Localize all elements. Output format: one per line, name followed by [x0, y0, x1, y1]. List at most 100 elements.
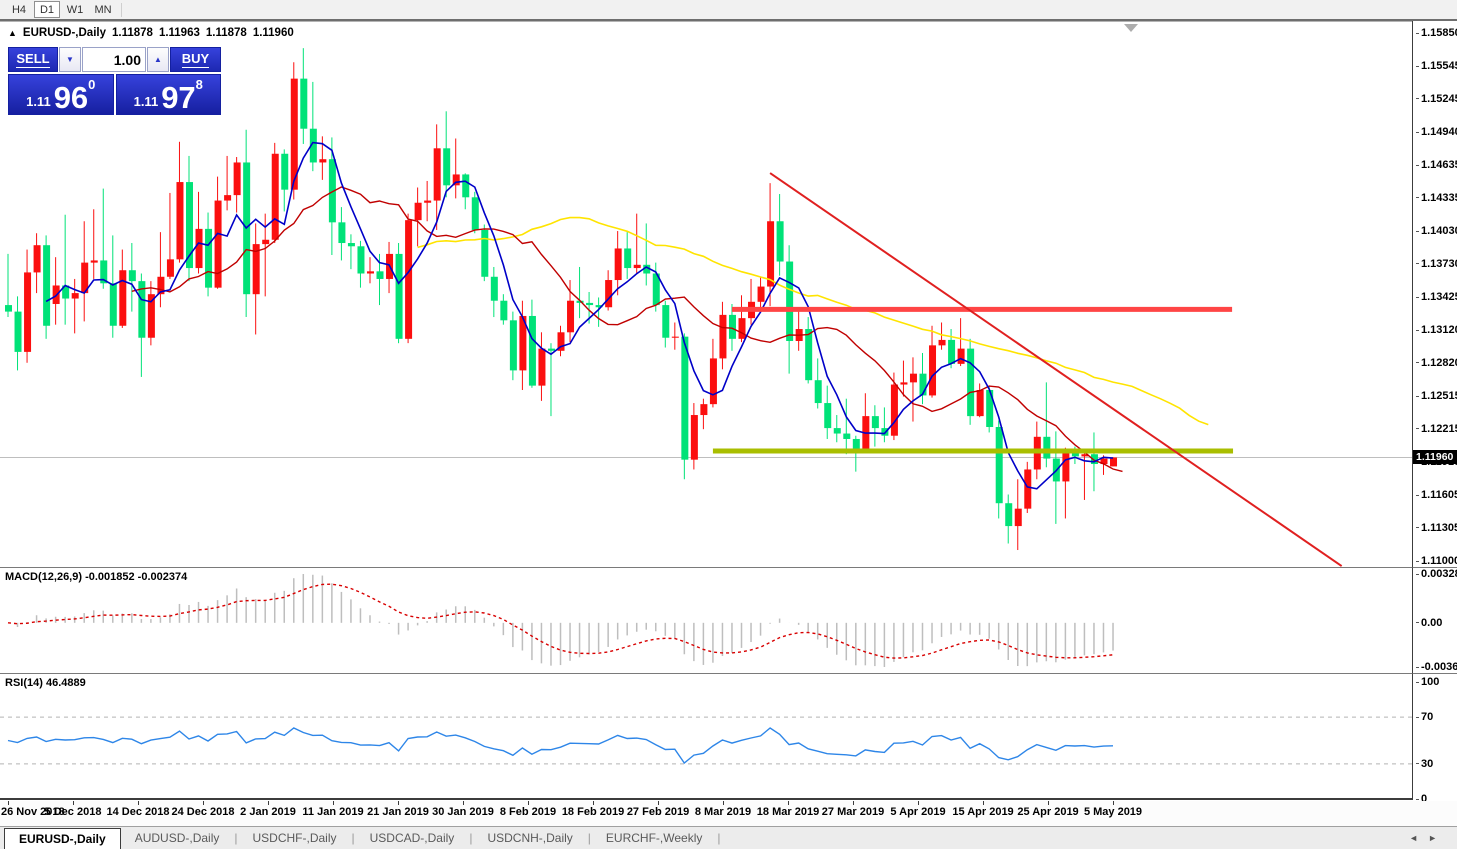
sell-price-quote[interactable]: 1.11 96 0 — [8, 74, 114, 115]
price-tick-label: 1.14030 — [1416, 225, 1457, 237]
price-tick-label: 1.11305 — [1416, 522, 1457, 534]
ohlc-close: 1.11960 — [252, 27, 294, 39]
date-tick-label: 24 Dec 2018 — [171, 806, 235, 818]
tab-scroll-arrows[interactable]: ◄► — [1409, 833, 1447, 843]
price-tick-label: 1.12515 — [1416, 390, 1457, 402]
price-tick-label: 1.11605 — [1416, 489, 1457, 501]
date-tick-label: 27 Feb 2019 — [626, 806, 690, 818]
tab-separator: | — [587, 831, 591, 845]
sell-button[interactable]: SELL — [8, 47, 58, 72]
price-tick-label: 1.14635 — [1416, 159, 1457, 171]
timeframe-w1-button[interactable]: W1 — [66, 3, 84, 16]
timeframe-mn-button[interactable]: MN — [94, 3, 112, 16]
buy-price-prefix: 1.11 — [133, 94, 159, 109]
macd-axis[interactable]: 0.003287 0.00 -0.003655 — [1412, 567, 1457, 673]
ohlc-high: 1.11963 — [158, 27, 200, 39]
volume-decrease-button[interactable]: ▼ — [59, 47, 81, 72]
date-tick-mark — [203, 801, 204, 805]
date-tick-mark — [73, 801, 74, 805]
macd-signal-line — [7, 583, 1114, 659]
chart-tab-bar: EURUSD-,Daily AUDUSD-,Daily | USDCHF-,Daily… — [0, 826, 1457, 849]
buy-price-pip: 8 — [195, 77, 203, 92]
chart-shift-icon[interactable] — [1124, 24, 1138, 32]
sell-price-pip: 0 — [88, 77, 96, 92]
rsi-line-chart — [0, 716, 1412, 765]
chart-tab-audusd-daily[interactable]: AUDUSD-,Daily — [134, 831, 220, 845]
chevron-down-icon: ▼ — [66, 55, 74, 64]
price-tick-label: 1.14335 — [1416, 192, 1457, 204]
timeframe-h4-button[interactable]: H4 — [11, 3, 27, 16]
timeframe-d1-button[interactable]: D1 — [34, 1, 60, 18]
date-tick-mark — [463, 801, 464, 805]
volume-input[interactable] — [82, 47, 146, 72]
date-tick-label: 26 Nov 2018 — [1, 806, 65, 818]
tab-separator: | — [717, 831, 721, 845]
date-tick-label: 2 Jan 2019 — [240, 806, 296, 818]
date-tick-label: 18 Mar 2019 — [756, 806, 820, 818]
macd-label: MACD(12,26,9) -0.001852 -0.002374 — [5, 571, 188, 583]
rsi-tick-label: 70 — [1416, 711, 1433, 723]
tab-separator: | — [234, 831, 238, 845]
rsi-line — [7, 727, 1114, 765]
date-tick-mark — [528, 801, 529, 805]
candles-layer — [5, 48, 1118, 551]
price-tick-label: 1.13120 — [1416, 324, 1457, 336]
macd-indicator-panel[interactable]: MACD(12,26,9) -0.001852 -0.002374 — [0, 567, 1412, 673]
date-tick-label: 11 Jan 2019 — [302, 806, 364, 818]
buy-button[interactable]: BUY — [170, 47, 221, 72]
axis-corner — [1412, 801, 1457, 826]
toolbar-divider — [121, 2, 122, 17]
volume-increase-button[interactable]: ▲ — [147, 47, 169, 72]
descending-trendline[interactable] — [769, 172, 1343, 567]
date-tick-label: 5 May 2019 — [1083, 806, 1143, 818]
ma-34-line — [417, 216, 1209, 426]
chevron-up-icon: ▲ — [154, 55, 162, 64]
rsi-tick-label: 30 — [1416, 758, 1433, 770]
macd-tick-label: -0.003655 — [1416, 661, 1457, 673]
buy-price-quote[interactable]: 1.11 97 8 — [115, 74, 221, 115]
chart-symbol-period: EURUSD-,Daily — [22, 27, 106, 39]
ma-5-line — [45, 141, 1114, 490]
chart-tab-usdcnh-daily[interactable]: USDCNH-,Daily — [487, 831, 573, 845]
chart-tab-eurchf-weekly[interactable]: EURCHF-,Weekly — [605, 831, 703, 845]
timeframe-toolbar: H4 D1 W1 MN — [0, 0, 1457, 21]
date-tick-label: 30 Jan 2019 — [432, 806, 494, 818]
ma-13-line — [131, 186, 1123, 473]
price-tick-label: 1.12820 — [1416, 357, 1457, 369]
price-chart-panel[interactable]: ▲ EURUSD-,Daily 1.11878 1.11963 1.11878 … — [0, 21, 1412, 567]
date-tick-mark — [853, 801, 854, 805]
macd-histogram-bars — [16, 574, 1114, 667]
date-axis[interactable]: 26 Nov 2018 5 Dec 2018 14 Dec 2018 24 Dec 2… — [0, 801, 1412, 826]
ohlc-low: 1.11878 — [205, 27, 247, 39]
price-tick-label: 1.13425 — [1416, 291, 1457, 303]
date-tick-mark — [593, 801, 594, 805]
date-tick-mark — [138, 801, 139, 805]
date-tick-mark — [983, 801, 984, 805]
sell-price-big: 96 — [53, 80, 89, 115]
symbol-marker-icon: ▲ — [8, 28, 17, 38]
chart-tab-usdchf-daily[interactable]: USDCHF-,Daily — [252, 831, 337, 845]
macd-tick-label: 0.00 — [1416, 617, 1442, 629]
date-tick-mark — [333, 801, 334, 805]
chart-tab-eurusd-daily[interactable]: EURUSD-,Daily — [4, 827, 121, 849]
chart-tab-usdcad-daily[interactable]: USDCAD-,Daily — [369, 831, 455, 845]
date-tick-mark — [658, 801, 659, 805]
date-tick-mark — [1113, 801, 1114, 805]
price-tick-label: 1.15850 — [1416, 27, 1457, 39]
rsi-axis[interactable]: 100 70 30 0 — [1412, 673, 1457, 805]
candlestick-chart — [0, 48, 1412, 567]
date-tick-label: 8 Mar 2019 — [694, 806, 752, 818]
date-tick-label: 5 Apr 2019 — [890, 806, 946, 818]
date-tick-label: 8 Feb 2019 — [499, 806, 557, 818]
rsi-tick-label: 0 — [1416, 793, 1427, 805]
macd-histogram — [7, 574, 1114, 667]
rsi-indicator-panel[interactable]: RSI(14) 46.4889 — [0, 673, 1412, 800]
date-tick-label: 27 Mar 2019 — [821, 806, 885, 818]
buy-price-big: 97 — [161, 80, 196, 115]
date-tick-label: 5 Dec 2018 — [44, 806, 102, 818]
rsi-label: RSI(14) 46.4889 — [5, 677, 86, 689]
date-tick-label: 21 Jan 2019 — [367, 806, 429, 818]
date-tick-mark — [268, 801, 269, 805]
price-axis[interactable]: 1.15850 1.15545 1.15245 1.14940 1.14635 1.143… — [1412, 21, 1457, 567]
date-tick-mark — [723, 801, 724, 805]
